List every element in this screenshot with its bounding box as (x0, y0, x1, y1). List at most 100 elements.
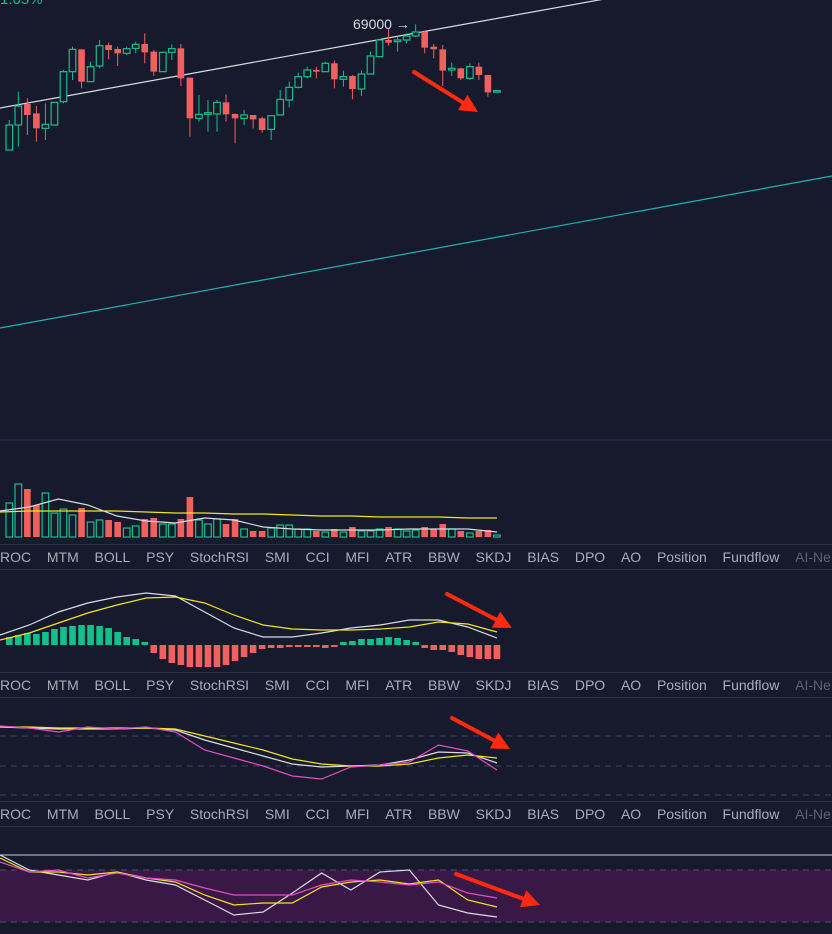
kdj-d-line (0, 726, 498, 767)
tab-boll[interactable]: BOLL (94, 549, 131, 565)
volume-bar (240, 528, 248, 538)
tab-roc[interactable]: ROC (0, 549, 32, 565)
tab-psy[interactable]: PSY (146, 806, 175, 822)
tab-skdj[interactable]: SKDJ (475, 677, 512, 693)
tab-ai-ne[interactable]: AI-Ne (795, 806, 831, 822)
tab-stochrsi[interactable]: StochRSI (189, 677, 250, 693)
tab-stochrsi[interactable]: StochRSI (189, 549, 250, 565)
tab-bias[interactable]: BIAS (527, 677, 560, 693)
tab-dpo[interactable]: DPO (574, 549, 606, 565)
macd-histogram-bar (105, 628, 112, 645)
tab-fundflow[interactable]: Fundflow (722, 677, 780, 693)
macd-histogram-bar (448, 645, 456, 652)
tab-mtm[interactable]: MTM (46, 677, 79, 693)
red-arrow-head-icon (489, 732, 510, 749)
macd-histogram-bar (285, 645, 293, 647)
tab-psy[interactable]: PSY (146, 677, 175, 693)
candle-down (484, 75, 492, 93)
candle-up (158, 51, 167, 73)
tab-stochrsi[interactable]: StochRSI (189, 806, 250, 822)
tab-smi[interactable]: SMI (264, 677, 290, 693)
macd-histogram-bar (24, 633, 31, 645)
tab-position[interactable]: Position (656, 677, 707, 693)
tab-ai-ne[interactable]: AI-Ne (795, 677, 831, 693)
candle-up (303, 69, 312, 78)
tab-position[interactable]: Position (656, 806, 707, 822)
candle-up (294, 76, 303, 88)
candle-down (439, 49, 447, 71)
tab-dpo[interactable]: DPO (574, 677, 606, 693)
tab-bias[interactable]: BIAS (527, 806, 560, 822)
tab-ao[interactable]: AO (620, 549, 642, 565)
macd-histogram-bar (258, 645, 266, 649)
candle-down (150, 51, 158, 72)
tab-bbw[interactable]: BBW (427, 549, 460, 565)
volume-bar (33, 505, 40, 537)
change-percent: 1.05% (0, 0, 43, 8)
tab-cci[interactable]: CCI (305, 677, 330, 693)
tab-fundflow[interactable]: Fundflow (722, 549, 780, 565)
candle-up (493, 90, 501, 93)
macd-histogram-bar (466, 645, 474, 657)
tab-boll[interactable]: BOLL (94, 677, 131, 693)
tab-mfi[interactable]: MFI (345, 549, 370, 565)
volume-bar (5, 502, 14, 538)
candle-up (357, 73, 366, 90)
tab-roc[interactable]: ROC (0, 806, 32, 822)
volume-bar (186, 497, 194, 537)
candle-up (204, 112, 212, 115)
tab-dpo[interactable]: DPO (574, 806, 606, 822)
tab-skdj[interactable]: SKDJ (475, 806, 512, 822)
red-arrow-head-icon (457, 94, 478, 112)
tab-atr[interactable]: ATR (385, 677, 413, 693)
volume-bar (430, 529, 438, 537)
candle-up (41, 123, 50, 129)
tab-bbw[interactable]: BBW (427, 677, 460, 693)
macd-histogram-bar (421, 645, 428, 648)
tab-ai-ne[interactable]: AI-Ne (795, 549, 831, 565)
tab-psy[interactable]: PSY (146, 549, 175, 565)
tab-mtm[interactable]: MTM (46, 806, 79, 822)
volume-bar (393, 528, 402, 538)
tab-ao[interactable]: AO (620, 806, 642, 822)
macd-histogram-bar (412, 642, 419, 645)
price-level-label: 69000 → (353, 16, 410, 32)
volume-bar (276, 524, 285, 538)
tab-mfi[interactable]: MFI (345, 806, 370, 822)
candle-down (349, 76, 356, 89)
tab-ao[interactable]: AO (620, 677, 642, 693)
candle-up (122, 48, 131, 54)
indicator-tabs-2: ROC MTM BOLL PSY StochRSI SMI CCI MFI ATR BBW SKDJ… (0, 672, 832, 698)
volume-bar (447, 528, 456, 538)
macd-histogram-bar (69, 626, 76, 645)
macd-histogram-bar (141, 642, 149, 645)
tab-bbw[interactable]: BBW (427, 806, 460, 822)
volume-bar (349, 527, 356, 537)
candle-up (86, 66, 95, 83)
tab-mtm[interactable]: MTM (46, 549, 79, 565)
volume-bar (321, 531, 330, 538)
volume-ma-fast (0, 498, 498, 533)
tab-fundflow[interactable]: Fundflow (722, 806, 780, 822)
indicator-tabs-3: ROC MTM BOLL PSY StochRSI SMI CCI MFI ATR BBW SKDJ… (0, 801, 832, 827)
tab-smi[interactable]: SMI (264, 806, 290, 822)
tab-cci[interactable]: CCI (305, 549, 330, 565)
tab-boll[interactable]: BOLL (94, 806, 131, 822)
volume-bar (303, 528, 312, 538)
tab-smi[interactable]: SMI (264, 549, 290, 565)
candle-up (393, 39, 402, 43)
tab-atr[interactable]: ATR (385, 806, 413, 822)
macd-histogram-bar (313, 645, 320, 647)
tab-position[interactable]: Position (656, 549, 707, 565)
tab-cci[interactable]: CCI (305, 806, 330, 822)
change-value: 1.05% (0, 0, 43, 8)
candle-up (240, 114, 248, 119)
tab-bias[interactable]: BIAS (527, 549, 560, 565)
tab-skdj[interactable]: SKDJ (475, 549, 512, 565)
red-arrow-head-icon (491, 611, 512, 628)
tab-atr[interactable]: ATR (385, 549, 413, 565)
tab-mfi[interactable]: MFI (345, 677, 370, 693)
tab-roc[interactable]: ROC (0, 677, 32, 693)
candle-down (421, 31, 428, 48)
